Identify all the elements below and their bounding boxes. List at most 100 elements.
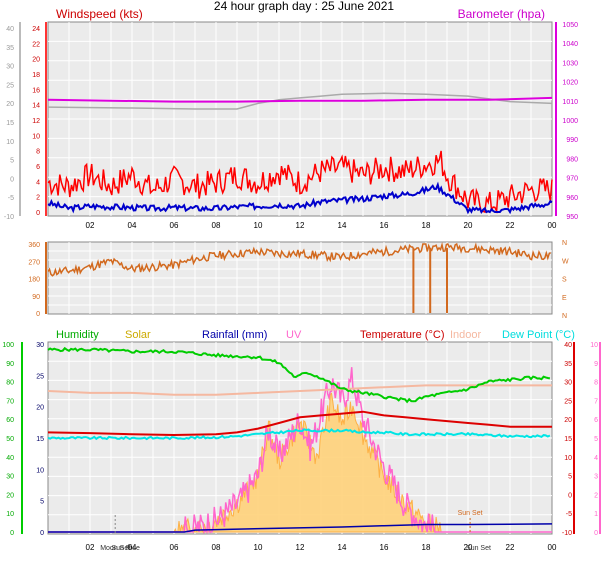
y-tick-label: 950 [566,214,578,221]
y-tick-label: 5 [594,436,598,443]
y-tick-label: 30 [6,64,14,71]
y-tick-label: 100 [2,342,14,349]
x-tick-label: 02 [86,543,95,552]
x-tick-label: 08 [212,221,221,230]
legend-entry: Humidity [56,329,99,341]
y-tick-label: 0 [594,530,598,537]
y-tick-label: 10 [32,133,40,140]
temperature-line [47,410,552,437]
x-tick-label: 04 [128,543,137,552]
y-tick-label: 9 [594,361,598,368]
y-tick-label: 0 [10,176,14,183]
legend-entry: Rainfall (mm) [202,329,267,341]
x-tick-label: 22 [506,543,515,552]
y-tick-label: 270 [28,259,40,266]
y-tick-label: 0 [568,492,572,499]
x-tick-label: 20 [464,543,473,552]
y-tick-label: E [562,295,567,302]
y-tick-label: 990 [566,137,578,144]
y-tick-label: 15 [6,120,14,127]
y-tick-label: 0 [10,530,14,537]
humidity-temp-legend: Humidity Solar Rainfall (mm) UV Temperature … [56,329,575,341]
x-tick-label: 06 [170,221,179,230]
y-tick-label: 10 [6,139,14,146]
y-tick-label: 2 [36,195,40,202]
y-tick-label: S [562,277,567,284]
y-tick-label: 15 [564,436,572,443]
x-tick-label: 18 [422,221,431,230]
x-tick-label: 18 [422,543,431,552]
humidity-temp-panel: 1009080706050403020100302520151050403530… [2,329,601,552]
y-tick-label: 10 [590,342,598,349]
x-tick-label: 14 [338,543,347,552]
legend-entry: Temperature (°C) [360,329,444,341]
baro-legend: Barometer (hpa) [458,7,545,21]
wind-direction-panel: 360 270 180 90 0 N W S E N [28,240,569,320]
y-tick-label: 30 [36,342,44,349]
x-tick-label: 14 [338,221,347,230]
y-tick-label: 1020 [562,80,578,87]
y-tick-label: 35 [564,361,572,368]
chart-title: 24 hour graph day : 25 June 2021 [214,0,394,13]
y-tick-label: 10 [564,455,572,462]
y-tick-label: 8 [594,380,598,387]
y-tick-label: 1030 [562,60,578,67]
x-tick-label: 16 [380,221,389,230]
x-tick-label: 08 [212,543,221,552]
y-tick-label: 7 [594,398,598,405]
y-tick-label: 10 [36,467,44,474]
y-tick-label: -10 [562,530,572,537]
y-tick-label: 0 [36,210,40,217]
y-tick-label: 25 [6,82,14,89]
y-tick-label: -5 [8,195,14,202]
y-tick-label: 970 [566,176,578,183]
y-tick-label: 3 [594,474,598,481]
x-tick-label: 10 [254,543,263,552]
y-tick-label: 90 [32,294,40,301]
x-tick-label: 10 [254,221,263,230]
humidity-line [47,346,551,404]
x-tick-label: 22 [506,221,515,230]
annotation-label: Sun Set [458,510,483,517]
y-tick-label: 50 [6,436,14,443]
barometer-line [47,96,553,103]
dewpoint-line [47,428,551,441]
indoor-line [47,384,552,396]
y-tick-label: -5 [566,511,572,518]
wind-direction-line [47,242,552,277]
y-tick-label: 1000 [562,118,578,125]
y-tick-label: N [562,240,567,247]
y-tick-label: 20 [564,417,572,424]
annotation-label: Moon Set [100,545,130,552]
y-tick-label: 35 [6,45,14,52]
y-tick-label: 20 [6,101,14,108]
y-tick-label: 10 [6,511,14,518]
wind-baro-panel: 4035302520151050-5-102422201816141210864… [4,7,578,230]
y-tick-label: 980 [566,156,578,163]
y-tick-label: 1040 [562,41,578,48]
y-tick-label: 1050 [562,22,578,29]
y-tick-label: 30 [564,380,572,387]
y-tick-label: -10 [4,214,14,221]
x-tick-label: 16 [380,543,389,552]
x-tick-label: 00 [548,543,557,552]
y-tick-label: N [562,313,567,320]
y-tick-label: 360 [28,242,40,249]
y-tick-label: 5 [10,158,14,165]
y-tick-label: 25 [564,398,572,405]
y-tick-label: 960 [566,195,578,202]
legend-entry: Solar [125,329,151,341]
wind-direction-grid [48,242,552,314]
y-tick-label: 1 [594,511,598,518]
x-tick-label: 12 [296,543,305,552]
y-tick-label: 180 [28,277,40,284]
y-tick-label: 22 [32,41,40,48]
y-tick-label: 24 [32,26,40,33]
x-tick-label: 20 [464,221,473,230]
legend-entry: Indoor [450,329,482,341]
y-tick-label: 80 [6,380,14,387]
gray-trace-line [47,92,553,110]
y-tick-label: W [562,258,569,265]
y-tick-label: 4 [36,179,40,186]
